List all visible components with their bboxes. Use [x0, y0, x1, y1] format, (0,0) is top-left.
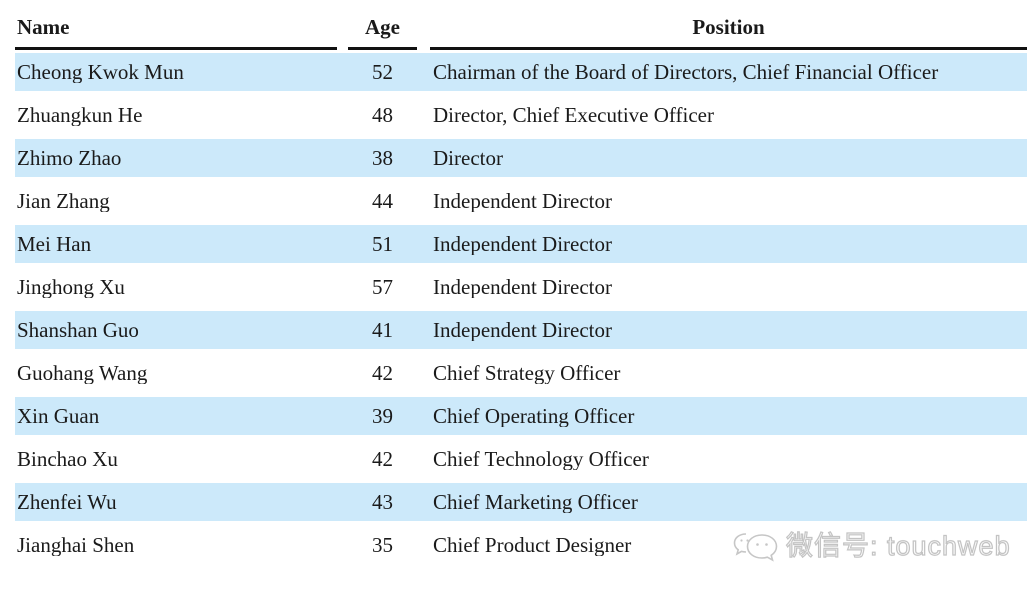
row-position-cell: Chief Operating Officer	[433, 405, 635, 427]
row-position-cell: Chief Technology Officer	[433, 448, 649, 470]
table-row: Guohang Wang 42 Chief Strategy Officer	[15, 354, 1027, 392]
table-row: Mei Han 51 Independent Director	[15, 225, 1027, 263]
column-header-age: Age	[348, 17, 417, 50]
row-age-cell: 39	[372, 405, 393, 427]
row-age-cell: 42	[372, 362, 393, 384]
row-position-cell: Independent Director	[433, 319, 613, 341]
row-age-cell: 43	[372, 491, 393, 513]
table-row: Zhenfei Wu 43 Chief Marketing Officer	[15, 483, 1027, 521]
table-body: Cheong Kwok Mun 52 Chairman of the Board…	[0, 53, 1027, 564]
row-age-cell: 51	[372, 233, 393, 255]
row-age-cell: 41	[372, 319, 393, 341]
table-row: Zhimo Zhao 38 Director	[15, 139, 1027, 177]
row-age-cell: 52	[372, 61, 393, 83]
row-position-cell: Director	[433, 147, 503, 169]
table-row: Binchao Xu 42 Chief Technology Officer	[15, 440, 1027, 478]
row-position-cell: Chairman of the Board of Directors, Chie…	[433, 61, 939, 83]
row-position-cell: Chief Product Designer	[433, 534, 632, 556]
table-header-row: Name Age Position	[15, 0, 1027, 50]
row-name-cell: Binchao Xu	[17, 448, 118, 470]
table-row: Jinghong Xu 57 Independent Director	[15, 268, 1027, 306]
row-position-cell: Independent Director	[433, 276, 613, 298]
row-position-cell: Chief Marketing Officer	[433, 491, 638, 513]
row-age-cell: 48	[372, 104, 393, 126]
row-position-cell: Independent Director	[433, 190, 613, 212]
row-age-cell: 44	[372, 190, 393, 212]
row-age-cell: 38	[372, 147, 393, 169]
row-age-cell: 35	[372, 534, 393, 556]
row-position-cell: Director, Chief Executive Officer	[433, 104, 714, 126]
table-row: Jianghai Shen 35 Chief Product Designer	[15, 526, 1027, 564]
row-name-cell: Mei Han	[17, 233, 92, 255]
table-row: Xin Guan 39 Chief Operating Officer	[15, 397, 1027, 435]
row-name-cell: Guohang Wang	[17, 362, 148, 384]
row-name-cell: Zhuangkun He	[17, 104, 143, 126]
row-name-cell: Jianghai Shen	[17, 534, 135, 556]
table-row: Cheong Kwok Mun 52 Chairman of the Board…	[15, 53, 1027, 91]
table-row: Zhuangkun He 48 Director, Chief Executiv…	[15, 96, 1027, 134]
row-name-cell: Jinghong Xu	[17, 276, 125, 298]
table-row: Shanshan Guo 41 Independent Director	[15, 311, 1027, 349]
row-name-cell: Zhenfei Wu	[17, 491, 117, 513]
column-header-position: Position	[430, 17, 1027, 50]
row-age-cell: 57	[372, 276, 393, 298]
column-header-name: Name	[15, 17, 337, 50]
row-name-cell: Zhimo Zhao	[17, 147, 122, 169]
row-age-cell: 42	[372, 448, 393, 470]
table-row: Jian Zhang 44 Independent Director	[15, 182, 1027, 220]
row-name-cell: Xin Guan	[17, 405, 100, 427]
row-name-cell: Shanshan Guo	[17, 319, 139, 341]
row-name-cell: Cheong Kwok Mun	[17, 61, 184, 83]
row-position-cell: Independent Director	[433, 233, 613, 255]
row-position-cell: Chief Strategy Officer	[433, 362, 621, 384]
row-name-cell: Jian Zhang	[17, 190, 110, 212]
